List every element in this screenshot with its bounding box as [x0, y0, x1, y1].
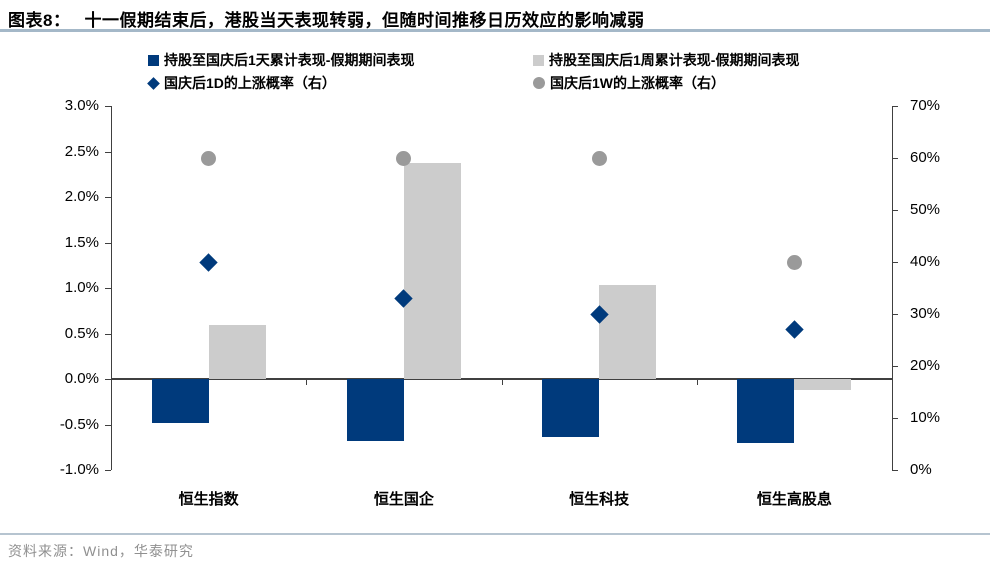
footer-divider	[0, 533, 990, 535]
left-axis-tick-label: 3.0%	[64, 97, 99, 114]
right-axis-tick	[892, 210, 898, 211]
x-axis-tick	[111, 379, 112, 385]
left-axis-tick	[105, 379, 111, 380]
left-axis-tick-label: 2.5%	[64, 142, 99, 160]
square-legend-icon	[148, 54, 159, 66]
bar-1day-1	[151, 379, 209, 423]
left-axis-tick-label: 1.5%	[64, 233, 99, 251]
x-axis-tick	[892, 379, 893, 385]
category-label-1: 恒生指数	[178, 491, 239, 508]
circle-marker-1w-prob-3	[591, 150, 607, 166]
bar-1week-2	[403, 163, 461, 379]
circle-marker-1w-prob-2	[396, 150, 412, 166]
left-axis-tick	[105, 197, 111, 198]
title-divider	[0, 29, 990, 32]
left-axis-tick-label: 2.0%	[64, 188, 99, 205]
circle-legend-icon	[533, 77, 545, 89]
legend-label: 国庆后1W的上涨概率（右）	[550, 75, 725, 91]
source-note: 资料来源：Wind，华泰研究	[8, 543, 194, 559]
diamond-legend-icon	[147, 76, 160, 90]
left-axis-tick-label: 1.0%	[64, 279, 99, 296]
left-axis-tick-label: -0.5%	[59, 415, 99, 433]
circle-marker-1w-prob-4	[786, 254, 802, 270]
x-axis-tick	[696, 379, 698, 385]
bar-1week-1	[208, 325, 266, 379]
left-axis-tick	[105, 151, 111, 153]
right-axis-tick-label: 20%	[910, 357, 941, 374]
circle-marker-1w-prob-1	[201, 150, 217, 166]
legend-item-1: 持股至国庆后1天累计表现-假期期间表现	[148, 50, 414, 70]
right-axis-tick	[892, 418, 898, 419]
bar-1day-2	[346, 379, 404, 441]
left-axis-tick-label: 0.0%	[64, 370, 99, 387]
right-axis-tick-label: 30%	[910, 305, 941, 322]
diamond-marker-1d-prob-4	[785, 320, 804, 339]
bar-1day-4	[737, 379, 795, 443]
legend-label: 持股至国庆后1天累计表现-假期期间表现	[164, 52, 415, 68]
legend-item-4: 国庆后1W的上涨概率（右）	[533, 73, 725, 93]
right-axis-tick-label: 40%	[910, 253, 941, 270]
chart-title-text: 十一假期结束后，港股当天表现转弱，但随时间推移日历效应的影响减弱	[84, 11, 645, 30]
right-axis-tick	[892, 106, 898, 107]
right-axis-tick	[892, 262, 898, 263]
left-axis-tick	[105, 288, 111, 289]
right-axis-tick-label: 60%	[910, 149, 941, 166]
right-axis-tick-label: 0%	[910, 461, 932, 478]
left-axis-tick-label: -1.0%	[59, 461, 99, 478]
left-axis-line	[111, 106, 112, 470]
right-axis-tick	[892, 470, 898, 471]
right-axis-tick	[892, 366, 898, 367]
legend-label: 持股至国庆后1周累计表现-假期期间表现	[549, 52, 800, 68]
chart-title: 图表8： 十一假期结束后，港股当天表现转弱，但随时间推移日历效应的影响减弱	[8, 6, 990, 31]
bar-1week-3	[599, 285, 657, 379]
x-axis-tick	[501, 379, 503, 385]
right-axis-tick-label: 70%	[910, 97, 941, 114]
bar-1day-3	[542, 379, 600, 438]
left-axis-tick-label: 0.5%	[64, 324, 99, 342]
category-label-4: 恒生高股息	[756, 491, 832, 508]
square-legend-icon	[533, 54, 544, 66]
x-axis-tick	[306, 379, 308, 385]
left-axis-tick	[105, 470, 111, 471]
legend-label: 国庆后1D的上涨概率（右）	[164, 75, 336, 91]
right-axis-tick-label: 10%	[910, 409, 941, 426]
right-axis-tick	[892, 314, 898, 315]
left-axis-tick	[105, 333, 111, 335]
bar-1week-4	[794, 379, 852, 390]
category-label-2: 恒生国企	[373, 491, 434, 508]
plot-area: 3.0% 2.5% 2.0% 1.5% 1.0% 0.5% 0.0% -0.5% -1.0% 70…	[60, 97, 940, 478]
left-axis-tick	[105, 242, 111, 244]
right-axis-line	[892, 106, 893, 470]
right-axis-tick	[892, 158, 898, 159]
chart-title-tag: 图表8：	[8, 11, 71, 30]
category-label-3: 恒生科技	[569, 491, 630, 508]
left-axis-tick	[105, 106, 111, 107]
right-axis-tick-label: 50%	[910, 201, 941, 218]
legend-item-3: 国庆后1D的上涨概率（右）	[147, 73, 336, 93]
left-axis-tick	[105, 424, 111, 426]
diamond-marker-1d-prob-1	[199, 252, 218, 272]
legend-item-2: 持股至国庆后1周累计表现-假期期间表现	[533, 50, 799, 70]
